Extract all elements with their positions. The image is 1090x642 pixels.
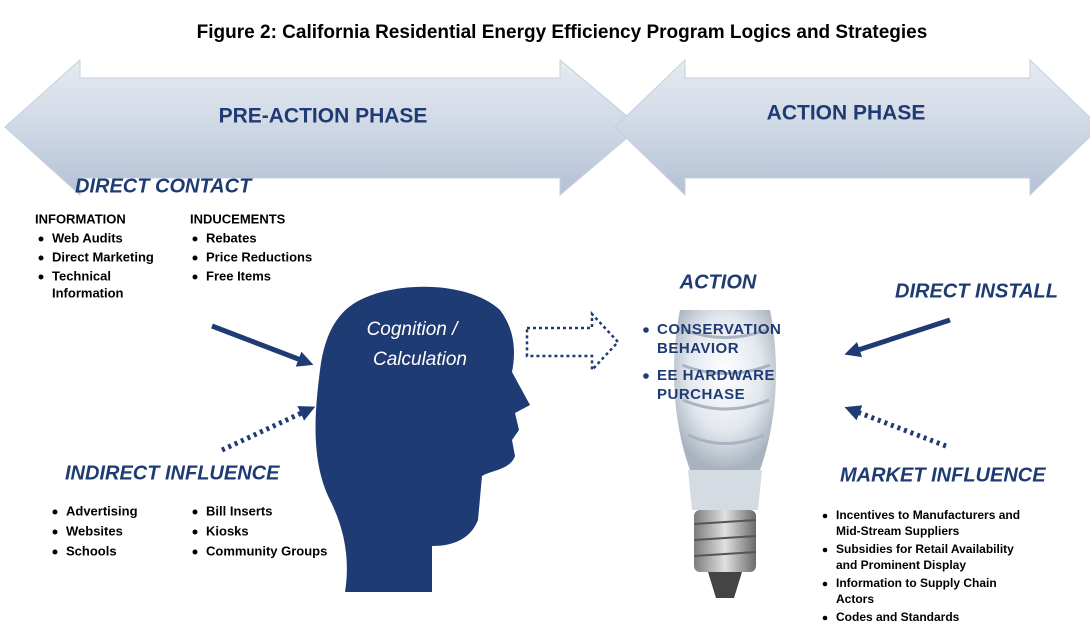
list-item: Community Groups <box>206 543 327 558</box>
list-item: and Prominent Display <box>836 558 966 572</box>
bullet <box>192 509 198 515</box>
figure-title: Figure 2: California Residential Energy … <box>197 22 928 43</box>
list-item: Web Audits <box>52 230 123 245</box>
group-heading: INDUCEMENTS <box>190 211 286 226</box>
section-heading: ACTION <box>679 271 757 293</box>
phase-label: ACTION PHASE <box>767 102 926 125</box>
list-item: Actors <box>836 592 874 606</box>
list-item: PURCHASE <box>657 386 745 403</box>
list-item: Incentives to Manufacturers and <box>836 508 1020 522</box>
list-item: Information <box>52 285 124 300</box>
list-item: Price Reductions <box>206 249 312 264</box>
dotted-outline-arrow <box>525 310 620 374</box>
bullet <box>192 274 198 280</box>
section-heading: MARKET INFLUENCE <box>840 464 1046 486</box>
section-heading: DIRECT CONTACT <box>75 175 253 197</box>
list-item: Direct Marketing <box>52 249 154 264</box>
section-heading: DIRECT INSTALL <box>895 280 1058 302</box>
head-text: Calculation <box>373 349 467 370</box>
bullet <box>52 529 58 535</box>
bullet <box>38 255 44 261</box>
dotted-arrow <box>844 405 947 449</box>
list-item: Codes and Standards <box>836 610 960 624</box>
bullet <box>192 236 198 242</box>
list-item: Subsidies for Retail Availability <box>836 542 1014 556</box>
head-text: Cognition / <box>367 319 460 340</box>
action-arrow <box>614 58 1090 197</box>
list-item: Kiosks <box>206 523 249 538</box>
arrow <box>211 323 314 367</box>
section-heading: INDIRECT INFLUENCE <box>65 462 280 484</box>
bullet <box>643 373 649 379</box>
bullet <box>192 529 198 535</box>
list-item: Information to Supply Chain <box>836 576 997 590</box>
bullet <box>192 549 198 555</box>
list-item: Advertising <box>66 503 138 518</box>
arrow <box>844 317 951 358</box>
dotted-arrow <box>220 406 316 453</box>
list-item: Schools <box>66 543 117 558</box>
bullet <box>38 236 44 242</box>
bullet <box>38 274 44 280</box>
light-bulb <box>674 310 776 598</box>
list-item: Bill Inserts <box>206 503 272 518</box>
bullet <box>822 513 828 519</box>
bullet <box>822 547 828 553</box>
bullet <box>822 615 828 621</box>
list-item: CONSERVATION <box>657 321 781 338</box>
list-item: EE HARDWARE <box>657 367 775 384</box>
bullet <box>192 255 198 261</box>
list-item: Mid-Stream Suppliers <box>836 524 960 538</box>
bullet <box>822 581 828 587</box>
list-item: Free Items <box>206 268 271 283</box>
bullet <box>643 327 649 333</box>
list-item: Technical <box>52 268 111 283</box>
list-item: BEHAVIOR <box>657 340 739 357</box>
bullet <box>52 549 58 555</box>
head-silhouette <box>315 286 530 592</box>
phase-label: PRE-ACTION PHASE <box>219 105 428 128</box>
list-item: Rebates <box>206 230 257 245</box>
group-heading: INFORMATION <box>35 211 126 226</box>
list-item: Websites <box>66 523 123 538</box>
bullet <box>52 509 58 515</box>
